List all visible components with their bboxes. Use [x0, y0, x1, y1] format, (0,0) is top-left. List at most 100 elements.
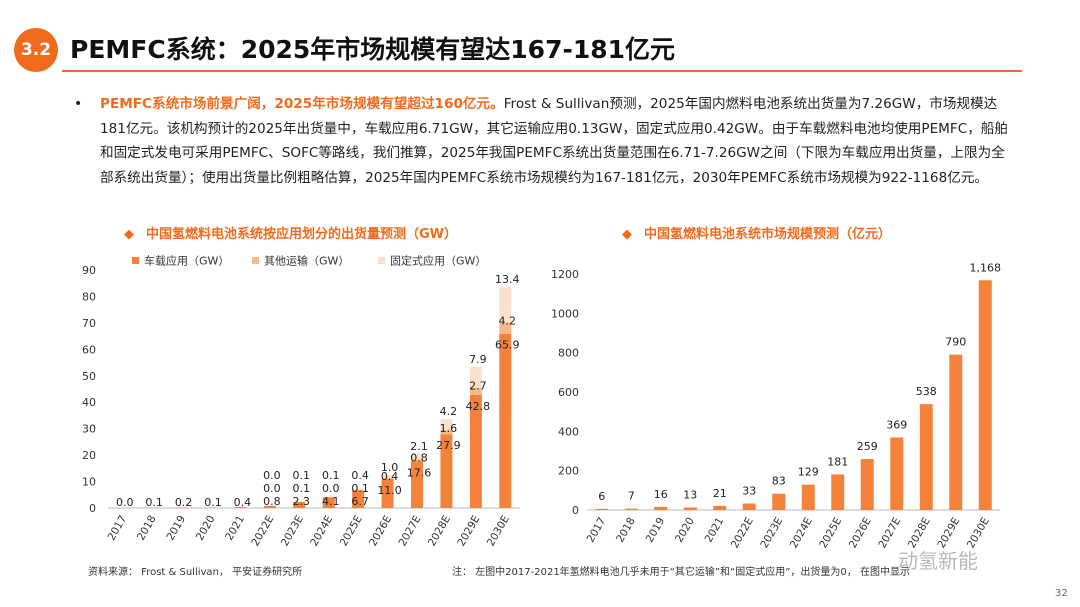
bar-segment [411, 461, 423, 508]
y-tick-label: 90 [82, 264, 96, 277]
left-chart-title: ◆ 中国氢燃料电池系统按应用划分的出货量预测（GW） [124, 227, 458, 242]
data-label: 181 [827, 455, 848, 468]
y-tick-label: 200 [558, 465, 579, 478]
bar-segment [263, 505, 276, 508]
x-tick-label: 2025E [817, 516, 844, 551]
data-label: 65.9 [495, 339, 520, 352]
bar-segment [352, 490, 365, 508]
bar-segment [411, 453, 423, 460]
y-tick-label: 10 [82, 476, 96, 489]
x-tick-label: 2026E [367, 514, 394, 549]
x-tick-label: 2018 [614, 516, 638, 545]
legend-swatch [252, 257, 259, 264]
bar-segment [499, 333, 512, 508]
data-label: 27.9 [436, 439, 461, 452]
bar-segment [175, 507, 188, 508]
x-tick-label: 2020 [194, 514, 218, 543]
x-tick-label: 2024E [788, 516, 815, 551]
data-label: 0.2 [175, 496, 193, 509]
data-label: 0.1 [145, 496, 163, 509]
bar-segment [381, 478, 394, 508]
paragraph-body: Frost & Sullivan预测，2025年国内燃料电池系统出货量为7.26… [100, 96, 1008, 186]
bar [801, 484, 815, 510]
x-tick-label: 2027E [397, 514, 424, 549]
data-label: 4.2 [499, 315, 517, 328]
bar-segment [411, 459, 423, 462]
summary-paragraph: PEMFC系统市场前景广阔，2025年市场规模有望超过160亿元。Frost &… [100, 92, 1015, 190]
bar [595, 508, 609, 510]
diamond-icon: ◆ [124, 227, 134, 242]
data-label: 1.6 [440, 422, 458, 435]
bar-segment [293, 501, 306, 508]
bar-segment [381, 477, 394, 479]
source-note: 资料来源： Frost & Sullivan， 平安证券研究所 [88, 567, 303, 578]
x-tick-label: 2019 [164, 514, 188, 543]
y-tick-label: 0 [572, 504, 579, 517]
data-label: 790 [945, 336, 966, 349]
data-label: 83 [772, 475, 786, 488]
x-tick-label: 2030E [485, 514, 512, 549]
bar [860, 459, 874, 510]
data-label: 2.3 [293, 495, 311, 508]
data-label: 16 [654, 488, 668, 501]
data-label: 1,168 [970, 261, 1002, 274]
x-tick-label: 2017 [585, 516, 609, 545]
data-label: 0.1 [293, 469, 311, 482]
bar [978, 280, 992, 510]
data-label: 2.7 [469, 380, 487, 393]
diamond-icon: ◆ [622, 227, 632, 242]
data-label: 6.7 [351, 495, 369, 508]
data-label: 4.1 [322, 495, 340, 508]
y-tick-label: 400 [558, 425, 579, 438]
x-tick-label: 2023E [758, 516, 785, 551]
x-tick-label: 2019 [644, 516, 668, 545]
y-tick-label: 0 [89, 502, 96, 515]
data-label: 0.1 [351, 482, 369, 495]
x-tick-label: 2022E [249, 514, 276, 549]
legend-label: 其他运输（GW） [264, 254, 349, 268]
data-label: 129 [798, 466, 819, 479]
data-label: 0.8 [263, 495, 281, 508]
bar-segment [322, 497, 335, 508]
bar [831, 474, 845, 510]
y-tick-label: 30 [82, 423, 96, 436]
data-label: 0.0 [116, 496, 134, 509]
x-tick-label: 2029E [455, 514, 482, 549]
bar-segment [381, 475, 394, 478]
bar [713, 505, 727, 510]
bar [624, 508, 638, 510]
legend-label: 固定式应用（GW） [390, 254, 486, 268]
data-label: 0.4 [351, 469, 369, 482]
data-label: 538 [916, 385, 937, 398]
bar [772, 493, 786, 510]
bar-segment [234, 506, 247, 508]
data-label: 0.1 [204, 496, 222, 509]
bar [654, 506, 668, 510]
legend-swatch [378, 257, 385, 264]
data-label: 0.0 [322, 482, 340, 495]
page-number: 32 [1055, 588, 1068, 599]
y-tick-label: 60 [82, 343, 96, 356]
x-tick-label: 2022E [729, 516, 756, 551]
data-label: 259 [857, 440, 878, 453]
market-size-chart: 0 200 400 600 800 1000 1200 6 2017 7 2018 16 2019 13 2… [551, 261, 1002, 551]
x-tick-label: 2024E [308, 514, 335, 549]
data-label: 13 [683, 488, 697, 501]
bar-segment [440, 429, 453, 435]
data-label: 0.4 [381, 470, 399, 483]
y-tick-label: 20 [82, 449, 96, 462]
data-label: 2.1 [410, 440, 428, 453]
data-label: 17.6 [407, 466, 432, 479]
bar-segment [499, 287, 512, 323]
data-label: 42.8 [466, 400, 491, 413]
y-tick-label: 1000 [551, 307, 579, 320]
x-tick-label: 2020 [673, 516, 697, 545]
x-tick-label: 2017 [106, 514, 130, 543]
data-label: 33 [742, 485, 756, 498]
data-label: 0.8 [410, 451, 428, 464]
x-tick-label: 2021 [223, 514, 247, 543]
bar [890, 437, 904, 510]
y-tick-label: 80 [82, 290, 96, 303]
data-label: 13.4 [495, 273, 520, 286]
bar-segment [499, 322, 512, 334]
